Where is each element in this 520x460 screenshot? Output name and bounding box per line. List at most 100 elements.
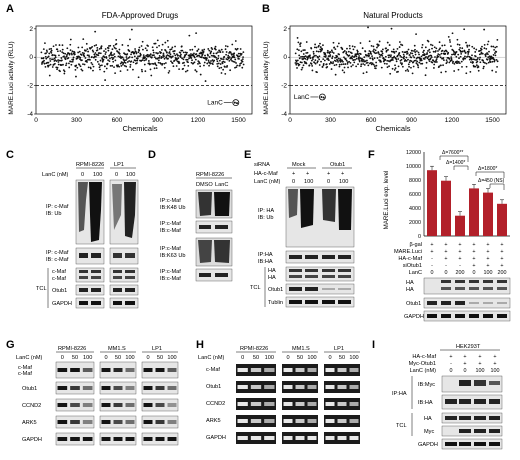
scatter-point <box>401 50 404 53</box>
scatter-point <box>445 62 448 65</box>
scatter-point <box>117 55 120 58</box>
scatter-point <box>477 57 479 59</box>
panel-h-row-label: ARK5 <box>206 418 221 424</box>
scatter-point <box>176 60 179 63</box>
scatter-point <box>222 58 225 61</box>
scatter-point <box>193 52 195 55</box>
scatter-point <box>375 52 378 54</box>
scatter-point <box>475 64 478 67</box>
scatter-point <box>81 69 84 72</box>
scatter-point <box>387 56 390 59</box>
scatter-point <box>229 51 232 54</box>
scatter-point <box>50 49 53 52</box>
scatter-point <box>233 56 236 59</box>
scatter-point <box>75 75 77 78</box>
scatter-point <box>193 61 196 64</box>
scatter-point <box>463 50 466 53</box>
scatter-point <box>76 66 79 69</box>
scatter-point <box>128 50 131 53</box>
panel-f-cond-label: MARE.Luci <box>394 249 422 255</box>
panel-e-row-label: HA <box>268 275 276 281</box>
gel-band <box>237 368 248 372</box>
gel-band <box>283 436 293 440</box>
panel-b-ytick: 2 <box>283 26 287 33</box>
scatter-point <box>69 38 72 41</box>
scatter-point <box>393 68 396 71</box>
scatter-point <box>128 60 131 62</box>
scatter-point <box>320 49 323 52</box>
scatter-point <box>240 53 243 55</box>
scatter-point <box>221 62 224 65</box>
scatter-point <box>107 49 110 52</box>
scatter-point <box>217 51 219 54</box>
scatter-point <box>220 48 223 51</box>
scatter-point <box>299 45 302 48</box>
scatter-point <box>362 63 365 65</box>
scatter-point <box>147 60 150 62</box>
panel-g-dose: 0 <box>146 355 149 361</box>
scatter-point <box>104 79 107 81</box>
band <box>113 368 123 372</box>
scatter-point <box>364 60 367 62</box>
panel-a-title: FDA-Approved Drugs <box>102 11 178 20</box>
scatter-point <box>314 43 317 46</box>
scatter-point <box>428 60 431 62</box>
scatter-point <box>477 69 480 72</box>
scatter-point <box>388 44 391 46</box>
scatter-point <box>438 41 441 44</box>
scatter-point <box>350 65 353 68</box>
scatter-point <box>166 51 168 54</box>
scatter-point <box>296 37 299 39</box>
gel-band <box>349 368 359 372</box>
panel-f-cond-label: LanC <box>409 270 422 276</box>
scatter-point <box>234 58 237 61</box>
scatter-point <box>464 55 466 58</box>
scatter-point <box>355 55 358 58</box>
scatter-point <box>373 48 375 51</box>
band <box>167 368 177 372</box>
panel-f-cond-value: + <box>486 263 489 269</box>
panel-c-row-label: c-Maf <box>52 269 66 275</box>
panel-f-ytick: 4000 <box>409 206 421 212</box>
scatter-point <box>312 56 315 58</box>
scatter-point <box>108 45 110 47</box>
scatter-point <box>214 48 217 51</box>
scatter-point <box>369 57 372 60</box>
scatter-point <box>81 46 84 49</box>
panel-f-cond-value: - <box>431 256 433 262</box>
scatter-point <box>380 60 382 63</box>
gel-band <box>325 419 335 423</box>
panel-e-dose: 0 <box>327 179 330 185</box>
scatter-point <box>368 50 371 52</box>
scatter-point <box>406 50 409 53</box>
scatter-point <box>42 48 45 51</box>
panel-f: F MARE.Luci exp. level 12000 10000 8000 … <box>368 149 511 322</box>
scatter-point <box>458 48 461 51</box>
scatter-point <box>309 54 311 57</box>
scatter-point <box>343 66 346 69</box>
scatter-point <box>378 59 380 62</box>
scatter-point <box>70 63 73 66</box>
scatter-point <box>310 59 313 62</box>
scatter-point <box>318 64 321 66</box>
scatter-point <box>485 47 488 50</box>
scatter-point <box>93 44 96 47</box>
panel-c-letter: C <box>6 149 14 161</box>
scatter-point <box>423 58 426 60</box>
scatter-point <box>126 69 129 71</box>
scatter-point <box>312 50 315 53</box>
scatter-point <box>388 54 391 57</box>
scatter-point <box>47 55 50 58</box>
scatter-point <box>199 65 202 68</box>
scatter-point <box>85 49 87 52</box>
panel-b-xtick: 0 <box>288 117 292 124</box>
scatter-point <box>445 59 448 62</box>
scatter-point <box>486 58 489 61</box>
scatter-point <box>301 55 304 58</box>
scatter-point <box>181 57 183 60</box>
scatter-point <box>157 61 160 64</box>
scatter-point <box>90 61 93 64</box>
scatter-point <box>410 60 413 62</box>
scatter-point <box>48 64 50 67</box>
scatter-point <box>70 60 72 63</box>
